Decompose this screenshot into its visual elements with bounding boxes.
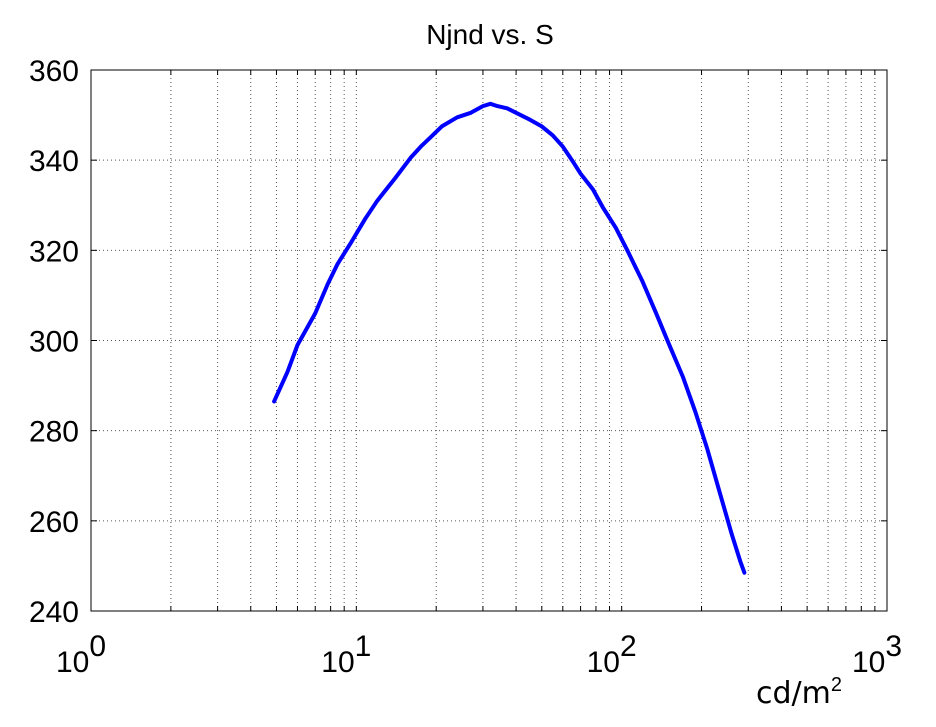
y-tick-label: 240 xyxy=(29,596,79,629)
x-axis-label-base: cd/m xyxy=(756,676,831,711)
x-tick-label-base: 10 xyxy=(321,646,354,679)
x-tick-label-base: 10 xyxy=(852,646,885,679)
grid-lines xyxy=(91,70,887,611)
x-axis-label-superscript: 2 xyxy=(831,674,842,696)
x-tick-label-exponent: 2 xyxy=(620,630,637,663)
x-tick-label-exponent: 1 xyxy=(355,630,372,663)
x-axis-label: cd/m2 xyxy=(756,674,842,711)
x-tick-label-base: 10 xyxy=(56,646,89,679)
x-tick-label-exponent: 3 xyxy=(885,630,902,663)
y-tick-label: 260 xyxy=(29,506,79,539)
x-tick-label-exponent: 0 xyxy=(89,630,106,663)
y-tick-label: 280 xyxy=(29,416,79,449)
chart-title: Njnd vs. S xyxy=(426,19,554,50)
tick-marks xyxy=(90,69,888,612)
y-tick-label: 340 xyxy=(29,145,79,178)
y-tick-label: 360 xyxy=(29,55,79,88)
plot-frame xyxy=(90,69,888,612)
x-tick-label: 103 xyxy=(852,630,902,679)
x-tick-label: 100 xyxy=(56,630,106,679)
y-tick-label: 320 xyxy=(29,235,79,268)
y-tick-labels: 240 260 280 300 320 340 360 xyxy=(29,55,79,629)
y-tick-label: 300 xyxy=(29,326,79,359)
x-tick-label: 102 xyxy=(587,630,637,679)
series-line xyxy=(272,101,747,575)
x-tick-label: 101 xyxy=(321,630,371,679)
x-tick-label-base: 10 xyxy=(587,646,620,679)
x-tick-labels: 100 101 102 103 xyxy=(56,630,902,679)
svg-text:cd/m2: cd/m2 xyxy=(756,674,842,711)
